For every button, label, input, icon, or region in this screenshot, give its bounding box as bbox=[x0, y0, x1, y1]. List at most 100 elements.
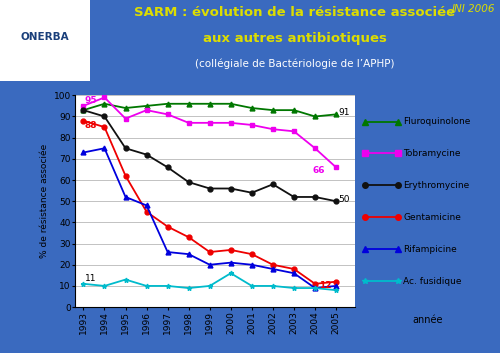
rifampicine bbox=[122, 195, 128, 199]
rifampicine bbox=[206, 263, 212, 267]
erythromycine bbox=[206, 186, 212, 191]
gentamicine bbox=[144, 210, 150, 214]
tobramycine bbox=[122, 116, 128, 121]
erythromycine bbox=[333, 199, 339, 203]
gentamicine bbox=[206, 250, 212, 254]
Line: rifampicine: rifampicine bbox=[81, 146, 338, 291]
gentamicine bbox=[80, 119, 86, 123]
erythromycine bbox=[144, 152, 150, 157]
fluroquinolone bbox=[144, 104, 150, 108]
fluroquinolone bbox=[270, 108, 276, 112]
erythromycine bbox=[249, 191, 255, 195]
ac_fusidique bbox=[186, 286, 192, 290]
fluroquinolone bbox=[164, 102, 170, 106]
fluroquinolone bbox=[186, 102, 192, 106]
Text: 12: 12 bbox=[319, 281, 332, 290]
rifampicine bbox=[102, 146, 107, 150]
rifampicine bbox=[186, 252, 192, 256]
rifampicine bbox=[228, 261, 234, 265]
Text: JNI 2006: JNI 2006 bbox=[452, 4, 495, 14]
Text: 50: 50 bbox=[338, 195, 349, 204]
ac_fusidique bbox=[206, 284, 212, 288]
ac_fusidique bbox=[164, 284, 170, 288]
Line: erythromycine: erythromycine bbox=[81, 108, 338, 204]
Line: ac_fusidique: ac_fusidique bbox=[81, 271, 338, 293]
ac_fusidique bbox=[144, 284, 150, 288]
Text: Rifampicine: Rifampicine bbox=[403, 245, 457, 254]
Text: année: année bbox=[412, 315, 443, 325]
rifampicine bbox=[270, 267, 276, 271]
gentamicine bbox=[270, 263, 276, 267]
tobramycine bbox=[80, 104, 86, 108]
tobramycine bbox=[228, 121, 234, 125]
rifampicine bbox=[249, 263, 255, 267]
Line: gentamicine: gentamicine bbox=[81, 118, 338, 286]
erythromycine bbox=[164, 165, 170, 169]
fluroquinolone bbox=[291, 108, 297, 112]
ac_fusidique bbox=[312, 286, 318, 290]
tobramycine bbox=[291, 129, 297, 133]
gentamicine bbox=[333, 280, 339, 284]
gentamicine bbox=[228, 248, 234, 252]
ac_fusidique bbox=[249, 284, 255, 288]
Y-axis label: % de résistance associée: % de résistance associée bbox=[40, 144, 50, 258]
Text: ONERBA: ONERBA bbox=[20, 31, 70, 42]
tobramycine bbox=[249, 123, 255, 127]
gentamicine bbox=[186, 235, 192, 239]
ac_fusidique bbox=[333, 288, 339, 292]
erythromycine bbox=[122, 146, 128, 150]
tobramycine bbox=[270, 127, 276, 131]
gentamicine bbox=[249, 252, 255, 256]
erythromycine bbox=[228, 186, 234, 191]
erythromycine bbox=[291, 195, 297, 199]
tobramycine bbox=[102, 95, 107, 100]
fluroquinolone bbox=[102, 102, 107, 106]
fluroquinolone bbox=[228, 102, 234, 106]
Text: Tobramycine: Tobramycine bbox=[403, 149, 460, 158]
gentamicine bbox=[102, 125, 107, 129]
Text: Fluroquinolone: Fluroquinolone bbox=[403, 117, 470, 126]
Line: fluroquinolone: fluroquinolone bbox=[81, 101, 338, 119]
ac_fusidique bbox=[291, 286, 297, 290]
Text: 88: 88 bbox=[84, 121, 97, 130]
rifampicine bbox=[312, 286, 318, 290]
Text: 11: 11 bbox=[84, 274, 96, 283]
gentamicine bbox=[122, 174, 128, 178]
gentamicine bbox=[291, 267, 297, 271]
fluroquinolone bbox=[206, 102, 212, 106]
ac_fusidique bbox=[122, 277, 128, 282]
tobramycine bbox=[164, 112, 170, 116]
ac_fusidique bbox=[102, 284, 107, 288]
rifampicine bbox=[80, 150, 86, 155]
erythromycine bbox=[80, 108, 86, 112]
ac_fusidique bbox=[228, 271, 234, 275]
fluroquinolone bbox=[312, 114, 318, 119]
Text: (collégiale de Bactériologie de l’APHP): (collégiale de Bactériologie de l’APHP) bbox=[195, 59, 395, 69]
rifampicine bbox=[164, 250, 170, 254]
Text: 66: 66 bbox=[313, 166, 326, 175]
Text: SARM : évolution de la résistance associée: SARM : évolution de la résistance associ… bbox=[134, 6, 456, 19]
rifampicine bbox=[291, 271, 297, 275]
erythromycine bbox=[186, 180, 192, 184]
tobramycine bbox=[333, 165, 339, 169]
gentamicine bbox=[164, 225, 170, 229]
erythromycine bbox=[102, 114, 107, 119]
Text: Gentamicine: Gentamicine bbox=[403, 213, 461, 222]
tobramycine bbox=[144, 108, 150, 112]
tobramycine bbox=[186, 121, 192, 125]
rifampicine bbox=[333, 284, 339, 288]
Text: aux autres antibiotiques: aux autres antibiotiques bbox=[203, 32, 387, 46]
tobramycine bbox=[312, 146, 318, 150]
Text: 91: 91 bbox=[338, 108, 349, 118]
fluroquinolone bbox=[333, 112, 339, 116]
Text: Ac. fusidique: Ac. fusidique bbox=[403, 277, 462, 286]
Line: tobramycine: tobramycine bbox=[81, 95, 338, 170]
gentamicine bbox=[312, 282, 318, 286]
ac_fusidique bbox=[270, 284, 276, 288]
Text: Erythromycine: Erythromycine bbox=[403, 181, 469, 190]
ac_fusidique bbox=[80, 282, 86, 286]
erythromycine bbox=[312, 195, 318, 199]
tobramycine bbox=[206, 121, 212, 125]
fluroquinolone bbox=[80, 108, 86, 112]
rifampicine bbox=[144, 203, 150, 208]
